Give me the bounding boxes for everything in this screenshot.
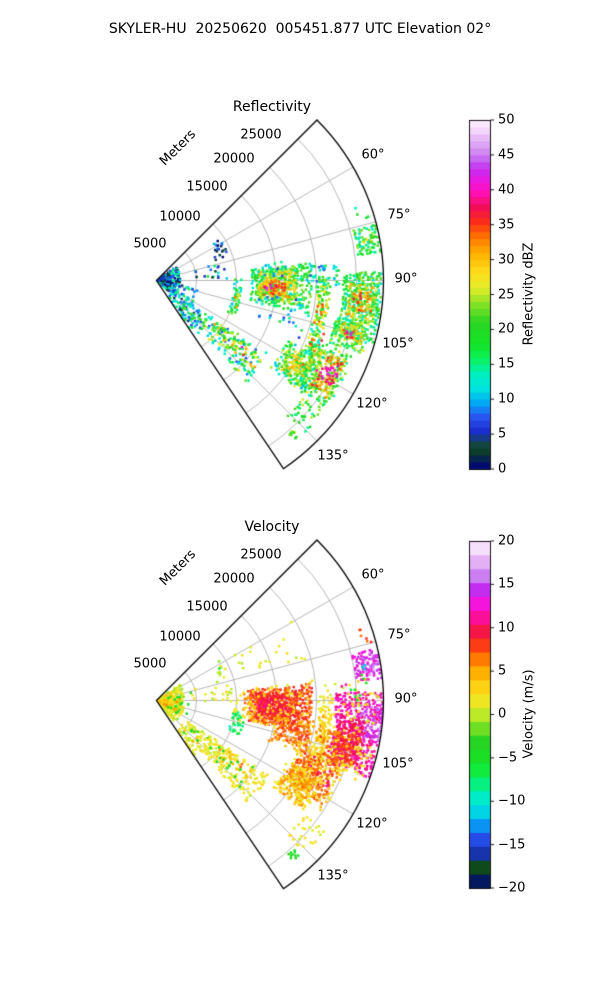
velocity-cbar-tick-20: 20 (498, 533, 515, 549)
velocity-cbar-tick-0: 0 (498, 706, 507, 722)
velocity-range-tick-5000: 5000 (133, 656, 167, 672)
reflectivity-cbar-tick-5: 5 (498, 426, 507, 442)
velocity-angle-tick-75: 75° (387, 627, 411, 643)
reflectivity-cbar-tick-20: 20 (498, 321, 515, 337)
velocity-cbar-tick-n15: −15 (498, 837, 526, 853)
reflectivity-angle-tick-75: 75° (387, 207, 411, 223)
velocity-cbar-tick-n10: −10 (498, 793, 526, 809)
velocity-range-tick-20000: 20000 (213, 571, 255, 587)
velocity-angle-tick-120: 120° (356, 816, 388, 832)
reflectivity-angle-tick-120: 120° (356, 396, 388, 412)
reflectivity-range-tick-25000: 25000 (240, 127, 282, 143)
velocity-cbar-tick-n20: −20 (498, 880, 526, 896)
velocity-range-tick-25000: 25000 (240, 547, 282, 563)
reflectivity-cbar-tick-40: 40 (498, 182, 515, 198)
reflectivity-range-tick-10000: 10000 (159, 209, 201, 225)
reflectivity-cbar-tick-45: 45 (498, 147, 515, 163)
velocity-angle-tick-60: 60° (361, 567, 385, 583)
reflectivity-range-tick-15000: 15000 (186, 179, 228, 195)
velocity-cbar-tick-10: 10 (498, 620, 515, 636)
reflectivity-cbar-tick-50: 50 (498, 112, 515, 128)
reflectivity-angle-tick-135: 135° (317, 448, 349, 464)
velocity-cbar-tick-n5: −5 (498, 750, 518, 766)
velocity-range-tick-15000: 15000 (186, 599, 228, 615)
velocity-cbar-tick-15: 15 (498, 576, 515, 592)
velocity-plot-title: Velocity (244, 519, 300, 535)
reflectivity-plot-title: Reflectivity (232, 99, 312, 115)
reflectivity-cbar-tick-30: 30 (498, 252, 515, 268)
velocity-angle-tick-105: 105° (382, 756, 414, 772)
reflectivity-cbar-tick-25: 25 (498, 287, 515, 303)
reflectivity-angle-tick-90: 90° (394, 271, 418, 287)
reflectivity-cbar-tick-10: 10 (498, 391, 515, 407)
reflectivity-cbar-tick-15: 15 (498, 356, 515, 372)
velocity-angle-tick-135: 135° (317, 868, 349, 884)
figure-title: SKYLER-HU 20250620 005451.877 UTC Elevat… (108, 21, 492, 37)
velocity-colorbar-label: Velocity (m/s) (521, 669, 537, 759)
reflectivity-cbar-tick-0: 0 (498, 461, 507, 477)
reflectivity-cbar-tick-35: 35 (498, 217, 515, 233)
velocity-cbar-tick-5: 5 (498, 663, 507, 679)
velocity-range-tick-10000: 10000 (159, 629, 201, 645)
velocity-angle-tick-90: 90° (394, 691, 418, 707)
reflectivity-angle-tick-105: 105° (382, 336, 414, 352)
reflectivity-colorbar-label: Reflectivity dBZ (521, 242, 537, 346)
reflectivity-range-tick-20000: 20000 (213, 151, 255, 167)
reflectivity-angle-tick-60: 60° (361, 147, 385, 163)
reflectivity-range-tick-5000: 5000 (133, 236, 167, 252)
